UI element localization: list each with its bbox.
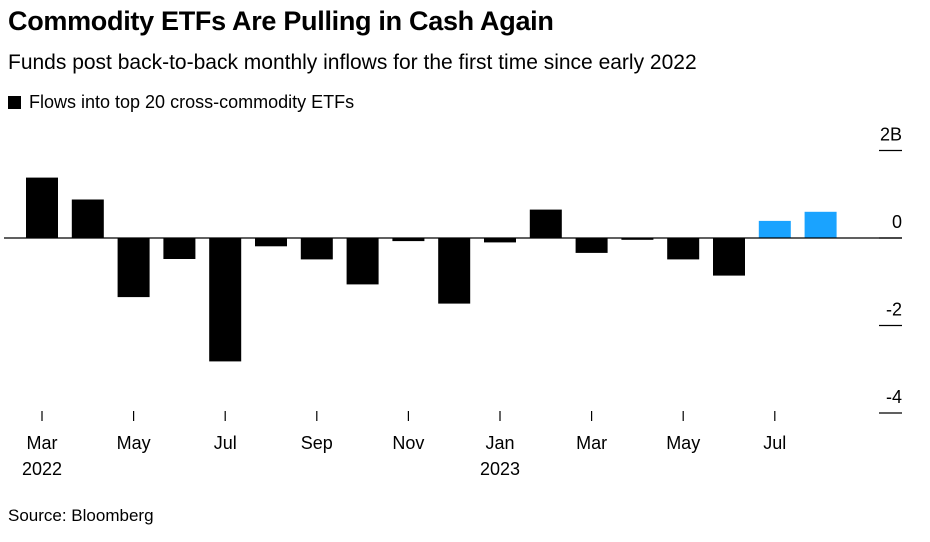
- source-note: Source: Bloomberg: [8, 506, 154, 525]
- x-tick-label: May: [117, 433, 151, 453]
- bar-jun-2022: [163, 238, 196, 259]
- bar-apr-2022: [71, 199, 104, 238]
- x-tick-label: Jul: [763, 433, 786, 453]
- y-tick-label: 2B: [880, 125, 902, 145]
- y-tick-label: -2: [886, 300, 902, 320]
- x-tick-year-label: 2023: [480, 459, 520, 479]
- x-tick-label: Mar: [27, 433, 58, 453]
- bar-aug-2023: [804, 211, 837, 239]
- bar-dec-2022: [438, 238, 471, 304]
- bar-jul-2022: [209, 238, 242, 362]
- x-tick-label: May: [666, 433, 700, 453]
- bar-feb-2023: [529, 209, 562, 238]
- x-tick-label: Mar: [576, 433, 607, 453]
- bar-mar-2022: [26, 177, 58, 238]
- legend: Flows into top 20 cross-commodity ETFs: [8, 92, 354, 113]
- y-tick-label: -4: [886, 387, 902, 407]
- x-tick-label: Jul: [214, 433, 237, 453]
- bar-jan-2023: [484, 238, 516, 243]
- bar-nov-2022: [392, 238, 425, 242]
- chart-title: Commodity ETFs Are Pulling in Cash Again: [8, 6, 554, 36]
- bar-oct-2022: [346, 238, 379, 285]
- x-tick-label: Nov: [392, 433, 424, 453]
- x-tick-label: Jan: [485, 433, 514, 453]
- chart-subtitle: Funds post back-to-back monthly inflows …: [8, 51, 697, 74]
- x-tick-year-label: 2022: [22, 459, 62, 479]
- x-tick-label: Sep: [301, 433, 333, 453]
- legend-label: Flows into top 20 cross-commodity ETFs: [29, 92, 355, 112]
- bar-jun-2023: [713, 238, 745, 276]
- bar-aug-2022: [255, 238, 287, 247]
- bar-may-2022: [117, 238, 150, 298]
- bar-mar-2023: [575, 238, 608, 253]
- y-tick-label: 0: [892, 212, 902, 232]
- bar-may-2023: [667, 238, 700, 260]
- legend-swatch: [8, 96, 21, 109]
- bar-apr-2023: [621, 238, 654, 240]
- bar-sep-2022: [300, 238, 333, 260]
- bar-jul-2023: [758, 220, 791, 238]
